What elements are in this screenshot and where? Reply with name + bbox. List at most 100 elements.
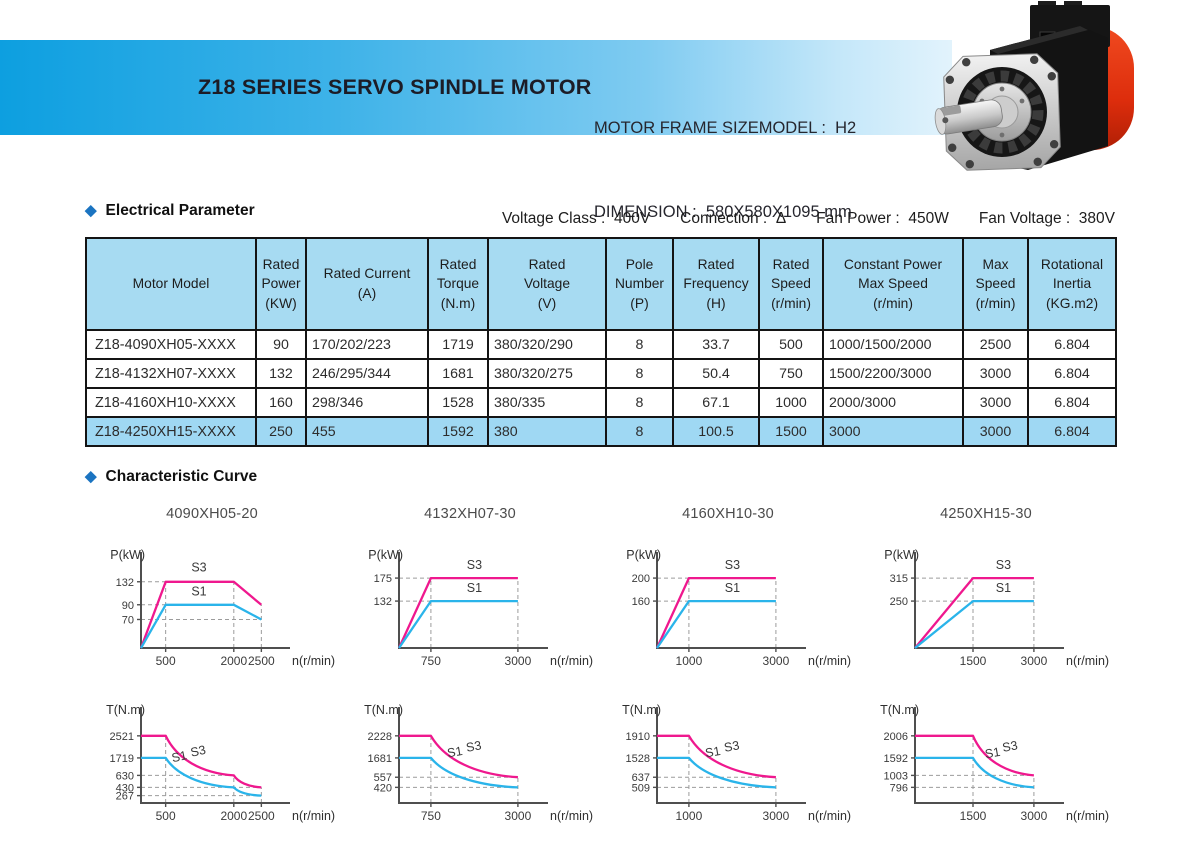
svg-text:n(r/min): n(r/min) xyxy=(1066,654,1109,668)
svg-text:132: 132 xyxy=(374,596,392,608)
table-header-row: Motor Model Rated Power (KW) Rated Current (A… xyxy=(85,237,1117,331)
table-cell: 2500 xyxy=(962,329,1029,360)
table-cell: 8 xyxy=(605,416,674,447)
column-header: Rated Frequency (H) xyxy=(672,237,760,331)
svg-text:420: 420 xyxy=(374,782,392,794)
svg-text:2228: 2228 xyxy=(368,731,392,743)
svg-text:P(kW): P(kW) xyxy=(626,548,661,562)
svg-text:1000: 1000 xyxy=(676,809,703,823)
header-info: MOTOR FRAME SIZEMODEL : H2 DIMENSION : 5… xyxy=(594,58,856,282)
column-header: Rated Current (A) xyxy=(305,237,429,331)
voltage-spec-line: Voltage Class : 400V Connection : Δ Fan Po… xyxy=(502,210,1115,228)
svg-text:500: 500 xyxy=(156,809,176,823)
table-cell: 6.804 xyxy=(1027,387,1117,418)
spec-item: Voltage Class : 400V xyxy=(501,210,651,227)
table-cell: Z18-4090XH05-XXXX xyxy=(85,329,257,360)
power-chart-4090XH05-20: 132 90 70 500 2000 2500 P(kW) n(r/min) S3 S1 xyxy=(110,548,335,668)
table-cell: 1000/1500/2000 xyxy=(822,329,964,360)
svg-text:1500: 1500 xyxy=(960,809,987,823)
chart-cell: 1910 1528 637 509 1000 3000 T(N.m) n(r/min) S3 S1 xyxy=(599,701,857,846)
svg-text:1592: 1592 xyxy=(884,753,908,765)
svg-text:3000: 3000 xyxy=(763,654,790,668)
table-cell: 6.804 xyxy=(1027,329,1117,360)
svg-text:132: 132 xyxy=(116,577,134,589)
svg-text:315: 315 xyxy=(890,573,908,585)
series-label: S1 xyxy=(446,744,464,760)
table-cell: 33.7 xyxy=(672,329,760,360)
table-cell: 132 xyxy=(255,358,307,389)
series-S1 xyxy=(398,599,518,649)
section-title: Electrical Parameter xyxy=(105,202,255,219)
svg-text:70: 70 xyxy=(122,614,134,626)
svg-text:557: 557 xyxy=(374,772,392,784)
series-S1 xyxy=(914,599,1034,649)
svg-text:160: 160 xyxy=(632,596,650,608)
table-cell: 1681 xyxy=(427,358,489,389)
svg-text:750: 750 xyxy=(421,809,441,823)
table-cell: 1592 xyxy=(427,416,489,447)
svg-text:2500: 2500 xyxy=(248,654,275,668)
table-cell: Z18-4250XH15-XXXX xyxy=(85,416,257,447)
table-cell: 750 xyxy=(758,358,824,389)
series-label: S1 xyxy=(996,581,1011,595)
table-cell: 1500 xyxy=(758,416,824,447)
chart-cell: 2228 1681 557 420 750 3000 T(N.m) n(r/min) S3 S1 xyxy=(341,701,599,846)
svg-text:P(kW): P(kW) xyxy=(884,548,919,562)
table-cell: 380/320/275 xyxy=(487,358,607,389)
chart-cell: 175 132 750 3000 P(kW) n(r/min) S3 S1 xyxy=(341,546,599,691)
svg-text:T(N.m): T(N.m) xyxy=(880,703,919,717)
column-header: Motor Model xyxy=(85,237,257,331)
table-cell: 1000 xyxy=(758,387,824,418)
diamond-bullet-icon: ◆ xyxy=(85,201,97,219)
table-cell: 455 xyxy=(305,416,429,447)
svg-text:796: 796 xyxy=(890,782,908,794)
chart-title-row: 4090XH05-20 4132XH07-30 4160XH10-30 4250XH1… xyxy=(83,506,1117,522)
power-chart-4250XH15-30: 315 250 1500 3000 P(kW) n(r/min) S3 S1 xyxy=(884,548,1109,668)
frame-size-line: MOTOR FRAME SIZEMODEL : H2 xyxy=(594,119,857,137)
table-cell: 3000 xyxy=(822,416,964,447)
svg-text:T(N.m): T(N.m) xyxy=(106,703,145,717)
table-cell: 170/202/223 xyxy=(305,329,429,360)
table-cell: 380/320/290 xyxy=(487,329,607,360)
series-S3 xyxy=(655,576,776,649)
table-cell: 298/346 xyxy=(305,387,429,418)
svg-text:n(r/min): n(r/min) xyxy=(292,654,335,668)
section-title: Characteristic Curve xyxy=(105,468,258,485)
svg-text:1681: 1681 xyxy=(368,753,392,765)
power-chart-4160XH10-30: 200 160 1000 3000 P(kW) n(r/min) S3 S1 xyxy=(626,548,851,668)
svg-text:n(r/min): n(r/min) xyxy=(550,809,593,823)
series-label: S3 xyxy=(191,561,206,575)
series-S1 xyxy=(657,756,776,789)
svg-text:n(r/min): n(r/min) xyxy=(1066,809,1109,823)
table-cell: 500 xyxy=(758,329,824,360)
chart-group-title: 4090XH05-20 xyxy=(166,506,258,522)
table-cell: 380/335 xyxy=(487,387,607,418)
svg-text:1910: 1910 xyxy=(626,731,650,743)
table-cell: Z18-4160XH10-XXXX xyxy=(85,387,257,418)
series-label: S1 xyxy=(704,744,722,760)
svg-text:1528: 1528 xyxy=(626,753,650,765)
svg-text:430: 430 xyxy=(116,782,134,794)
series-S3 xyxy=(914,576,1034,649)
table-cell: 90 xyxy=(255,329,307,360)
series-label: S1 xyxy=(170,748,188,765)
chart-cell: 132 90 70 500 2000 2500 P(kW) n(r/min) S3 S1 xyxy=(83,546,341,691)
table-cell: 1528 xyxy=(427,387,489,418)
chart-group-title: 4132XH07-30 xyxy=(424,506,516,522)
table-cell: 67.1 xyxy=(672,387,760,418)
table-cell: 6.804 xyxy=(1027,416,1117,447)
diamond-bullet-icon: ◆ xyxy=(85,467,97,485)
motor-shaft xyxy=(934,99,1003,135)
column-header: Constant Power Max Speed (r/min) xyxy=(822,237,964,331)
svg-text:P(kW): P(kW) xyxy=(110,548,145,562)
series-S3 xyxy=(141,734,262,789)
series-S3 xyxy=(657,734,776,779)
svg-text:T(N.m): T(N.m) xyxy=(364,703,403,717)
svg-text:90: 90 xyxy=(122,600,134,612)
series-S3 xyxy=(915,734,1034,777)
series-label: S3 xyxy=(467,558,482,572)
series-label: S1 xyxy=(725,581,740,595)
dimension-line: DIMENSION : 580X580X1095 mm xyxy=(594,203,852,221)
